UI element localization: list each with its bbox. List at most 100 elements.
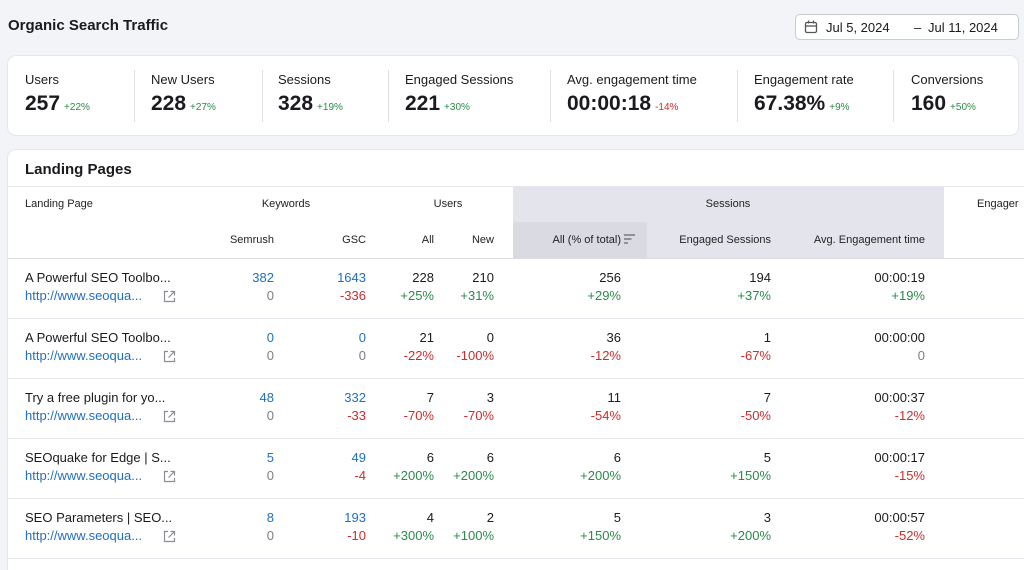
- cell-change: +29%: [587, 288, 621, 303]
- row-title[interactable]: SEO Parameters | SEO...: [25, 510, 173, 525]
- sorted-column-bg: [513, 222, 647, 258]
- metric-value-row: 228 +27%: [151, 92, 216, 116]
- row-divider: [8, 378, 1024, 379]
- row-title[interactable]: A Powerful SEO Toolbo...: [25, 270, 171, 285]
- cell-change: -33: [347, 408, 366, 423]
- cell-value[interactable]: 0: [358, 330, 366, 345]
- column-header[interactable]: All (% of total): [552, 234, 621, 246]
- cell-value: 5: [763, 450, 771, 465]
- cell-value: 00:00:17: [874, 450, 925, 465]
- cell-change: -100%: [456, 348, 494, 363]
- row-url[interactable]: http://www.seoqua...: [25, 288, 143, 303]
- column-header[interactable]: New: [471, 234, 494, 246]
- header-divider: [8, 258, 1024, 259]
- cell-value[interactable]: 48: [259, 390, 274, 405]
- external-link-icon[interactable]: [163, 350, 176, 363]
- cell-value[interactable]: 49: [351, 450, 366, 465]
- cell-value: 3: [486, 390, 494, 405]
- cell-change: +150%: [580, 528, 621, 543]
- metric-label: Avg. engagement time: [567, 72, 697, 87]
- cell-value[interactable]: 193: [344, 510, 366, 525]
- metric-value-row: 328 +19%: [278, 92, 343, 116]
- metric-change: +9%: [829, 102, 850, 113]
- cell-value[interactable]: 332: [344, 390, 366, 405]
- cell-value[interactable]: 382: [252, 270, 274, 285]
- cell-value: 7: [426, 390, 434, 405]
- metric-divider: [134, 70, 135, 122]
- row-title[interactable]: Try a free plugin for yo...: [25, 390, 166, 405]
- metric-change: +30%: [444, 102, 470, 113]
- cell-change: 0: [358, 348, 366, 363]
- cell-value: 00:00:19: [874, 270, 925, 285]
- metric-value: 160: [911, 92, 947, 115]
- column-header[interactable]: GSC: [342, 234, 366, 246]
- page-title: Organic Search Traffic: [8, 17, 169, 34]
- external-link-icon[interactable]: [163, 290, 176, 303]
- cell-value[interactable]: 0: [266, 330, 274, 345]
- metric-label: Conversions: [911, 72, 984, 87]
- cell-change: -12%: [894, 408, 925, 423]
- row-divider: [8, 498, 1024, 499]
- column-header[interactable]: Engaged Sessions: [679, 234, 771, 246]
- group-header: Users: [433, 198, 463, 210]
- metric-value-row: 00:00:18 -14%: [567, 92, 678, 116]
- cell-change: -70%: [403, 408, 434, 423]
- cell-change: -52%: [894, 528, 925, 543]
- row-title[interactable]: A Powerful SEO Toolbo...: [25, 330, 171, 345]
- cell-change: -70%: [463, 408, 494, 423]
- cell-change: +31%: [460, 288, 494, 303]
- metric-change: +50%: [950, 102, 976, 113]
- cell-value: 228: [412, 270, 434, 285]
- cell-change: 0: [266, 408, 274, 423]
- date-start: Jul 5, 2024: [826, 20, 890, 35]
- cell-value: 6: [426, 450, 434, 465]
- date-picker[interactable]: Jul 5, 2024 – Jul 11, 2024: [795, 14, 1019, 40]
- external-link-icon[interactable]: [163, 470, 176, 483]
- external-link-icon[interactable]: [163, 410, 176, 423]
- row-url[interactable]: http://www.seoqua...: [25, 528, 143, 543]
- cell-value: 4: [426, 510, 434, 525]
- column-header[interactable]: Avg. Engagement time: [813, 234, 925, 246]
- metric-value: 00:00:18: [567, 92, 652, 115]
- metric-value-row: 257 +22%: [25, 92, 90, 116]
- cell-value: 00:00:57: [874, 510, 925, 525]
- metric-label: Sessions: [278, 72, 331, 87]
- cell-value: 194: [749, 270, 771, 285]
- metric-change: +19%: [317, 102, 343, 113]
- cell-value: 256: [599, 270, 621, 285]
- cell-change: -4: [354, 468, 366, 483]
- group-header: Engager: [977, 198, 1019, 210]
- date-separator: –: [914, 20, 922, 35]
- row-url[interactable]: http://www.seoqua...: [25, 348, 143, 363]
- row-title[interactable]: SEOquake for Edge | S...: [25, 450, 171, 465]
- header-divider: [8, 186, 1024, 187]
- metric-label: Users: [25, 72, 59, 87]
- cell-change: 0: [266, 528, 274, 543]
- cell-value: 6: [613, 450, 621, 465]
- column-header[interactable]: All: [421, 234, 434, 246]
- cell-value[interactable]: 5: [266, 450, 274, 465]
- cell-value: 00:00:00: [874, 330, 925, 345]
- cell-value[interactable]: 8: [266, 510, 274, 525]
- metrics-card: Users 257 +22% New Users 228 +27% Sessions 328 +…: [8, 56, 1018, 135]
- cell-value: 00:00:37: [874, 390, 925, 405]
- cell-change: 0: [917, 348, 925, 363]
- metric-value: 228: [151, 92, 187, 115]
- cell-change: -22%: [403, 348, 434, 363]
- metric-divider: [893, 70, 894, 122]
- cell-change: +19%: [891, 288, 925, 303]
- cell-value: 36: [606, 330, 621, 345]
- sort-icon[interactable]: [624, 234, 636, 244]
- row-url[interactable]: http://www.seoqua...: [25, 408, 143, 423]
- cell-change: +200%: [580, 468, 621, 483]
- cell-change: +37%: [737, 288, 771, 303]
- metric-label: New Users: [151, 72, 215, 87]
- external-link-icon[interactable]: [163, 530, 176, 543]
- cell-change: +200%: [453, 468, 494, 483]
- cell-value[interactable]: 1643: [337, 270, 366, 285]
- row-url[interactable]: http://www.seoqua...: [25, 468, 143, 483]
- column-header[interactable]: Semrush: [229, 234, 274, 246]
- cell-change: -10: [347, 528, 366, 543]
- group-header: Keywords: [261, 198, 311, 210]
